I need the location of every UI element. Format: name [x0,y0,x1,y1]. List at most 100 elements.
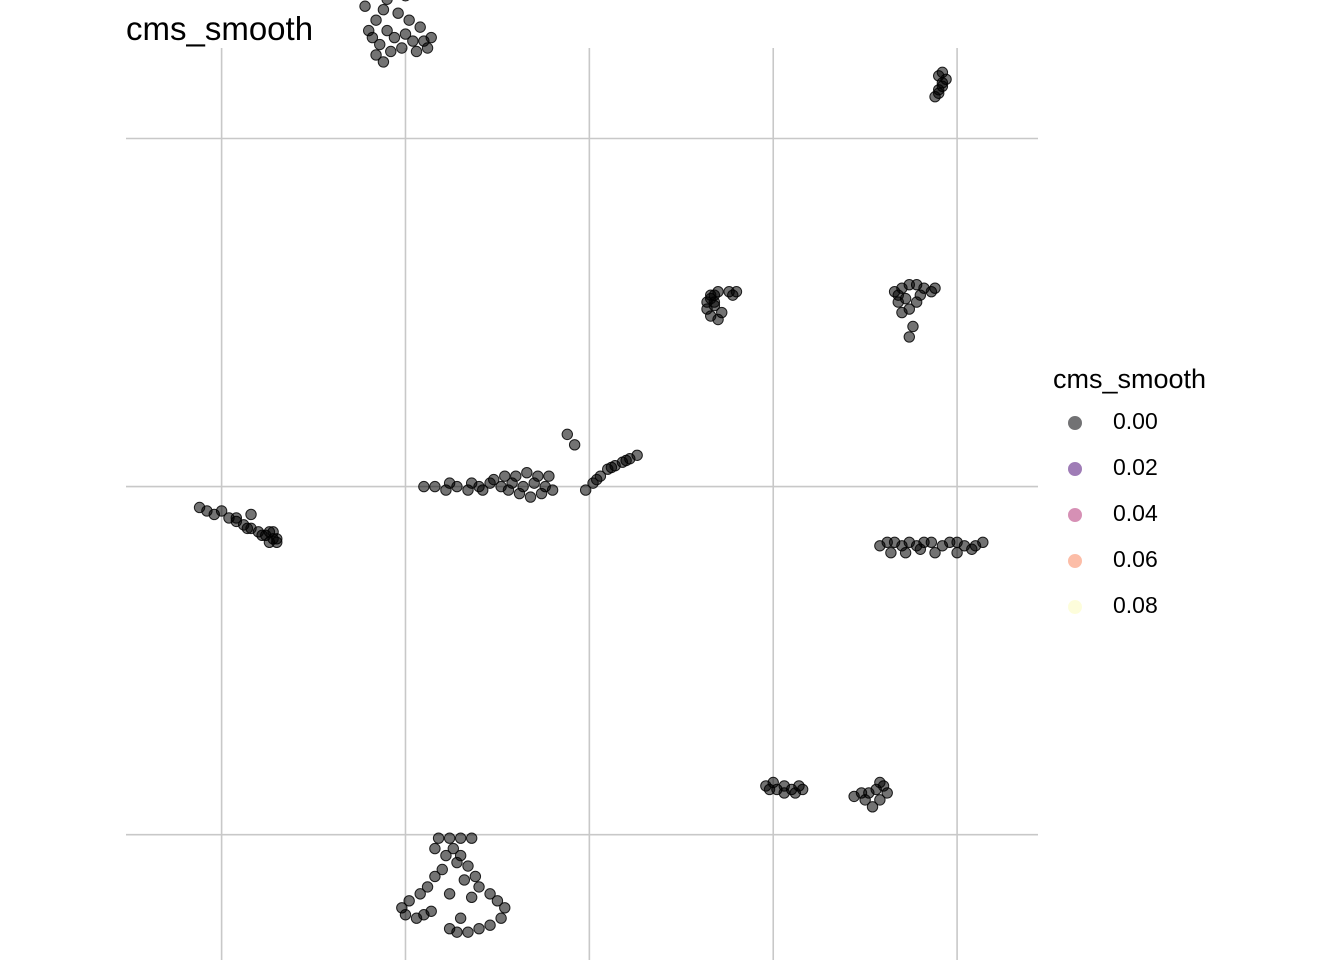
scatter-point [425,905,437,917]
scatter-point [535,487,548,500]
scatter-point [443,477,456,489]
scatter-point [605,461,618,474]
scatter-point [370,49,382,61]
scatter-point [241,522,254,535]
legend-title: cms_smooth [1053,364,1207,394]
cluster-D [193,501,283,548]
scatter-point [866,801,879,813]
scatter-point [414,888,426,900]
scatter-point [951,547,963,559]
scatter-point [429,480,441,493]
scatter-point [399,28,412,40]
scatter-point [436,863,448,876]
legend-items: 0.00 0.02 0.04 0.06 0.08 [1053,408,1206,641]
scatter-point [495,912,507,924]
scatter-point [473,922,485,935]
scatter-point [561,428,573,441]
scatter-point [454,912,467,924]
scatter-point [631,449,643,461]
scatter-point [396,42,408,54]
cluster-F [561,428,643,496]
cluster-E [418,466,559,503]
cluster-G [874,536,989,559]
cluster-H [888,279,941,343]
legend-item: 0.00 [1053,408,1206,457]
scatter-point [499,470,511,482]
scatter-point [473,881,485,893]
scatter-point [374,38,386,51]
scatter-point [767,776,779,789]
legend-label: 0.02 [1113,454,1158,480]
scatter-point [443,922,456,935]
scatter-point [366,31,379,44]
cluster-K [396,832,511,938]
scatter-point [381,24,393,37]
scatter-point [271,533,283,545]
scatter-point [454,832,467,844]
scatter-point [447,842,459,855]
legend-key-dot [1068,508,1082,522]
scatter-point [488,473,500,486]
legend: cms_smooth 0.00 0.02 0.04 0.06 0.08 [1053,364,1206,641]
legend-label: 0.04 [1113,500,1158,526]
scatter-point [881,787,893,799]
scatter-point [568,439,581,451]
scatter-point [499,902,511,914]
legend-key-dot [1068,554,1082,568]
scatter-point [910,296,923,308]
scatter-point [465,477,478,489]
scatter-point [425,31,437,44]
cluster-A [359,0,437,68]
scatter-point [477,484,489,496]
legend-item: 0.02 [1053,454,1206,503]
scatter-point [532,470,544,482]
legend-label: 0.08 [1113,592,1158,618]
gridlines [126,48,1038,960]
scatter-point [591,473,603,486]
scatter-point [385,45,397,58]
cluster-J [848,776,893,813]
scatter-point [874,794,886,806]
scatter-point [859,794,871,806]
scatter-point [914,543,927,555]
legend-key-dot [1068,600,1082,614]
legend-item: 0.08 [1053,592,1206,641]
scatter-point [708,299,721,312]
scatter-point [399,909,412,921]
scatter-point [543,470,555,482]
scatter-point [896,306,908,319]
scatter-point [401,0,410,2]
scatter-point [925,536,938,548]
scatter-point [484,888,496,900]
scatter-point [778,787,790,799]
scatter-point [513,487,526,500]
scatter-points [193,0,989,938]
scatter-point [491,895,504,907]
scatter-point [245,508,257,521]
scatter-point [388,31,401,44]
cluster-C [701,285,743,326]
scatter-point [929,282,941,294]
scatter-point [502,484,515,496]
scatter-point [370,14,382,26]
scatter-point [546,484,559,496]
scatter-point [892,289,904,301]
scatter-point [377,4,390,16]
scatter-point [465,832,478,844]
scatter-point [407,35,419,47]
scatter-point [966,543,978,555]
scatter-point [469,870,482,883]
scatter-point [454,849,467,862]
scatter-point [462,860,474,872]
scatter-point [730,285,743,298]
scatter-point [215,505,228,517]
legend-label: 0.00 [1113,408,1158,434]
scatter-point [874,776,886,789]
scatter-point [421,881,434,893]
scatter-point [429,842,441,855]
scatter-point [443,888,456,900]
scatter-point [440,849,452,862]
scatter-point [885,547,897,559]
scatter-point [977,536,989,548]
legend-key-dot [1068,462,1082,476]
